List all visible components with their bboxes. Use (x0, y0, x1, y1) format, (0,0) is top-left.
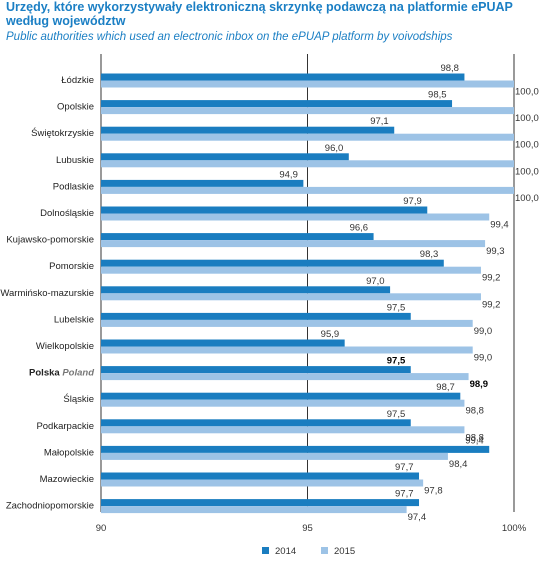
category-label: Lubuskie (56, 155, 94, 166)
category-label-pl: Polska (29, 368, 62, 379)
value-label-2014: 97,5 (387, 302, 406, 313)
value-label-2014: 96,0 (325, 143, 344, 154)
value-label-2014: 97,1 (370, 116, 389, 127)
value-label-2014: 99,4 (465, 435, 484, 446)
bar-2015 (101, 240, 486, 248)
bar-2014 (101, 73, 465, 81)
bar-2015 (101, 133, 514, 141)
value-label-2014: 97,5 (387, 409, 406, 420)
value-label-2014: 96,6 (350, 223, 369, 234)
legend-swatch-2015 (321, 547, 328, 554)
value-label-2015: 100,0 (515, 113, 539, 124)
bar-2014 (101, 126, 395, 134)
bar-2015 (101, 107, 514, 115)
value-label-2014: 98,3 (420, 249, 439, 260)
category-label: Mazowieckie (40, 474, 94, 485)
value-label-2015: 99,0 (474, 353, 493, 364)
legend-label-2015: 2015 (334, 546, 355, 557)
value-label-2014: 97,7 (395, 489, 414, 500)
category-label: Podlaskie (53, 181, 94, 192)
bar-2014 (101, 419, 411, 427)
bar-2014 (101, 499, 420, 507)
value-label-2014: 94,9 (279, 169, 298, 180)
chart-subtitle: Public authorities which used an electro… (6, 31, 453, 43)
x-tick-label: 90 (96, 523, 107, 534)
bar-2015 (101, 452, 448, 460)
value-label-2015: 98,9 (470, 379, 489, 390)
category-label: Podkarpackie (36, 421, 94, 432)
value-label-2015: 100,0 (515, 140, 539, 151)
bar-2015 (101, 346, 473, 354)
bar-2015 (101, 186, 514, 194)
bar-2014 (101, 233, 374, 241)
value-label-2014: 98,5 (428, 90, 447, 101)
bar-2014 (101, 179, 304, 187)
bar-2014 (101, 366, 411, 374)
legend-swatch-2014 (262, 547, 269, 554)
value-label-2015: 97,8 (424, 486, 443, 497)
value-label-2015: 100,0 (515, 193, 539, 204)
bar-2014 (101, 339, 345, 347)
value-label-2015: 98,8 (465, 432, 484, 443)
value-label-2014: 98,8 (440, 63, 459, 74)
value-label-2015: 99,2 (482, 273, 501, 284)
bar-2015 (101, 266, 481, 274)
value-label-2015: 99,0 (474, 326, 493, 337)
category-label: Łódzkie (61, 75, 94, 86)
bar-2015 (101, 426, 465, 434)
category-label: Wielkopolskie (36, 341, 94, 352)
bar-2015 (101, 479, 424, 487)
legend-label-2014: 2014 (275, 546, 296, 557)
title-block: Urzędy, które wykorzystywały elektronicz… (6, 0, 541, 44)
bar-2015 (101, 160, 514, 168)
value-label-2014: 97,0 (366, 276, 385, 287)
category-label: Warmińsko-mazurskie (0, 288, 94, 299)
bar-2014 (101, 392, 461, 400)
category-label: Zachodniopomorskie (6, 501, 94, 512)
bar-2014 (101, 472, 420, 480)
category-label-en: Poland (62, 368, 94, 379)
bar-2014 (101, 153, 349, 161)
bar-2014 (101, 445, 490, 453)
value-label-2015: 100,0 (515, 87, 539, 98)
x-tick-label: 100% (502, 523, 527, 534)
bar-2015 (101, 213, 490, 221)
bar-2015 (101, 373, 469, 381)
category-label: Małopolskie (44, 447, 94, 458)
bar-2015 (101, 506, 407, 514)
value-label-2015: 99,3 (486, 246, 505, 257)
value-label-2014: 97,5 (387, 356, 406, 367)
bar-2014 (101, 312, 411, 320)
bar-2015 (101, 399, 465, 407)
bar-2014 (101, 100, 453, 108)
value-label-2015: 98,8 (465, 406, 484, 417)
category-label: Świętokrzyskie (31, 127, 94, 139)
category-label: Pomorskie (49, 261, 94, 272)
value-label-2015: 99,4 (490, 220, 509, 231)
category-label: Kujawsko-pomorskie (6, 235, 94, 246)
bar-2014 (101, 286, 391, 294)
bar-2015 (101, 293, 481, 301)
category-label: Śląskie (63, 393, 94, 405)
bar-2014 (101, 206, 428, 214)
bar-2014 (101, 259, 444, 267)
chart-title: Urzędy, które wykorzystywały elektronicz… (6, 0, 513, 28)
value-label-2014: 97,9 (403, 196, 422, 207)
value-label-2015: 98,4 (449, 459, 468, 470)
category-label: Opolskie (57, 102, 94, 113)
value-label-2014: 98,7 (436, 382, 455, 393)
category-label: Dolnośląskie (40, 208, 94, 219)
value-label-2015: 99,2 (482, 299, 501, 310)
value-label-2014: 97,7 (395, 462, 414, 473)
bar-2015 (101, 80, 514, 88)
value-label-2015: 97,4 (408, 512, 427, 523)
x-tick-label: 95 (302, 523, 313, 534)
category-label: Polska Poland (29, 368, 94, 379)
category-label: Lubelskie (54, 314, 94, 325)
bar-2015 (101, 319, 473, 327)
value-label-2015: 100,0 (515, 166, 539, 177)
value-label-2014: 95,9 (321, 329, 340, 340)
